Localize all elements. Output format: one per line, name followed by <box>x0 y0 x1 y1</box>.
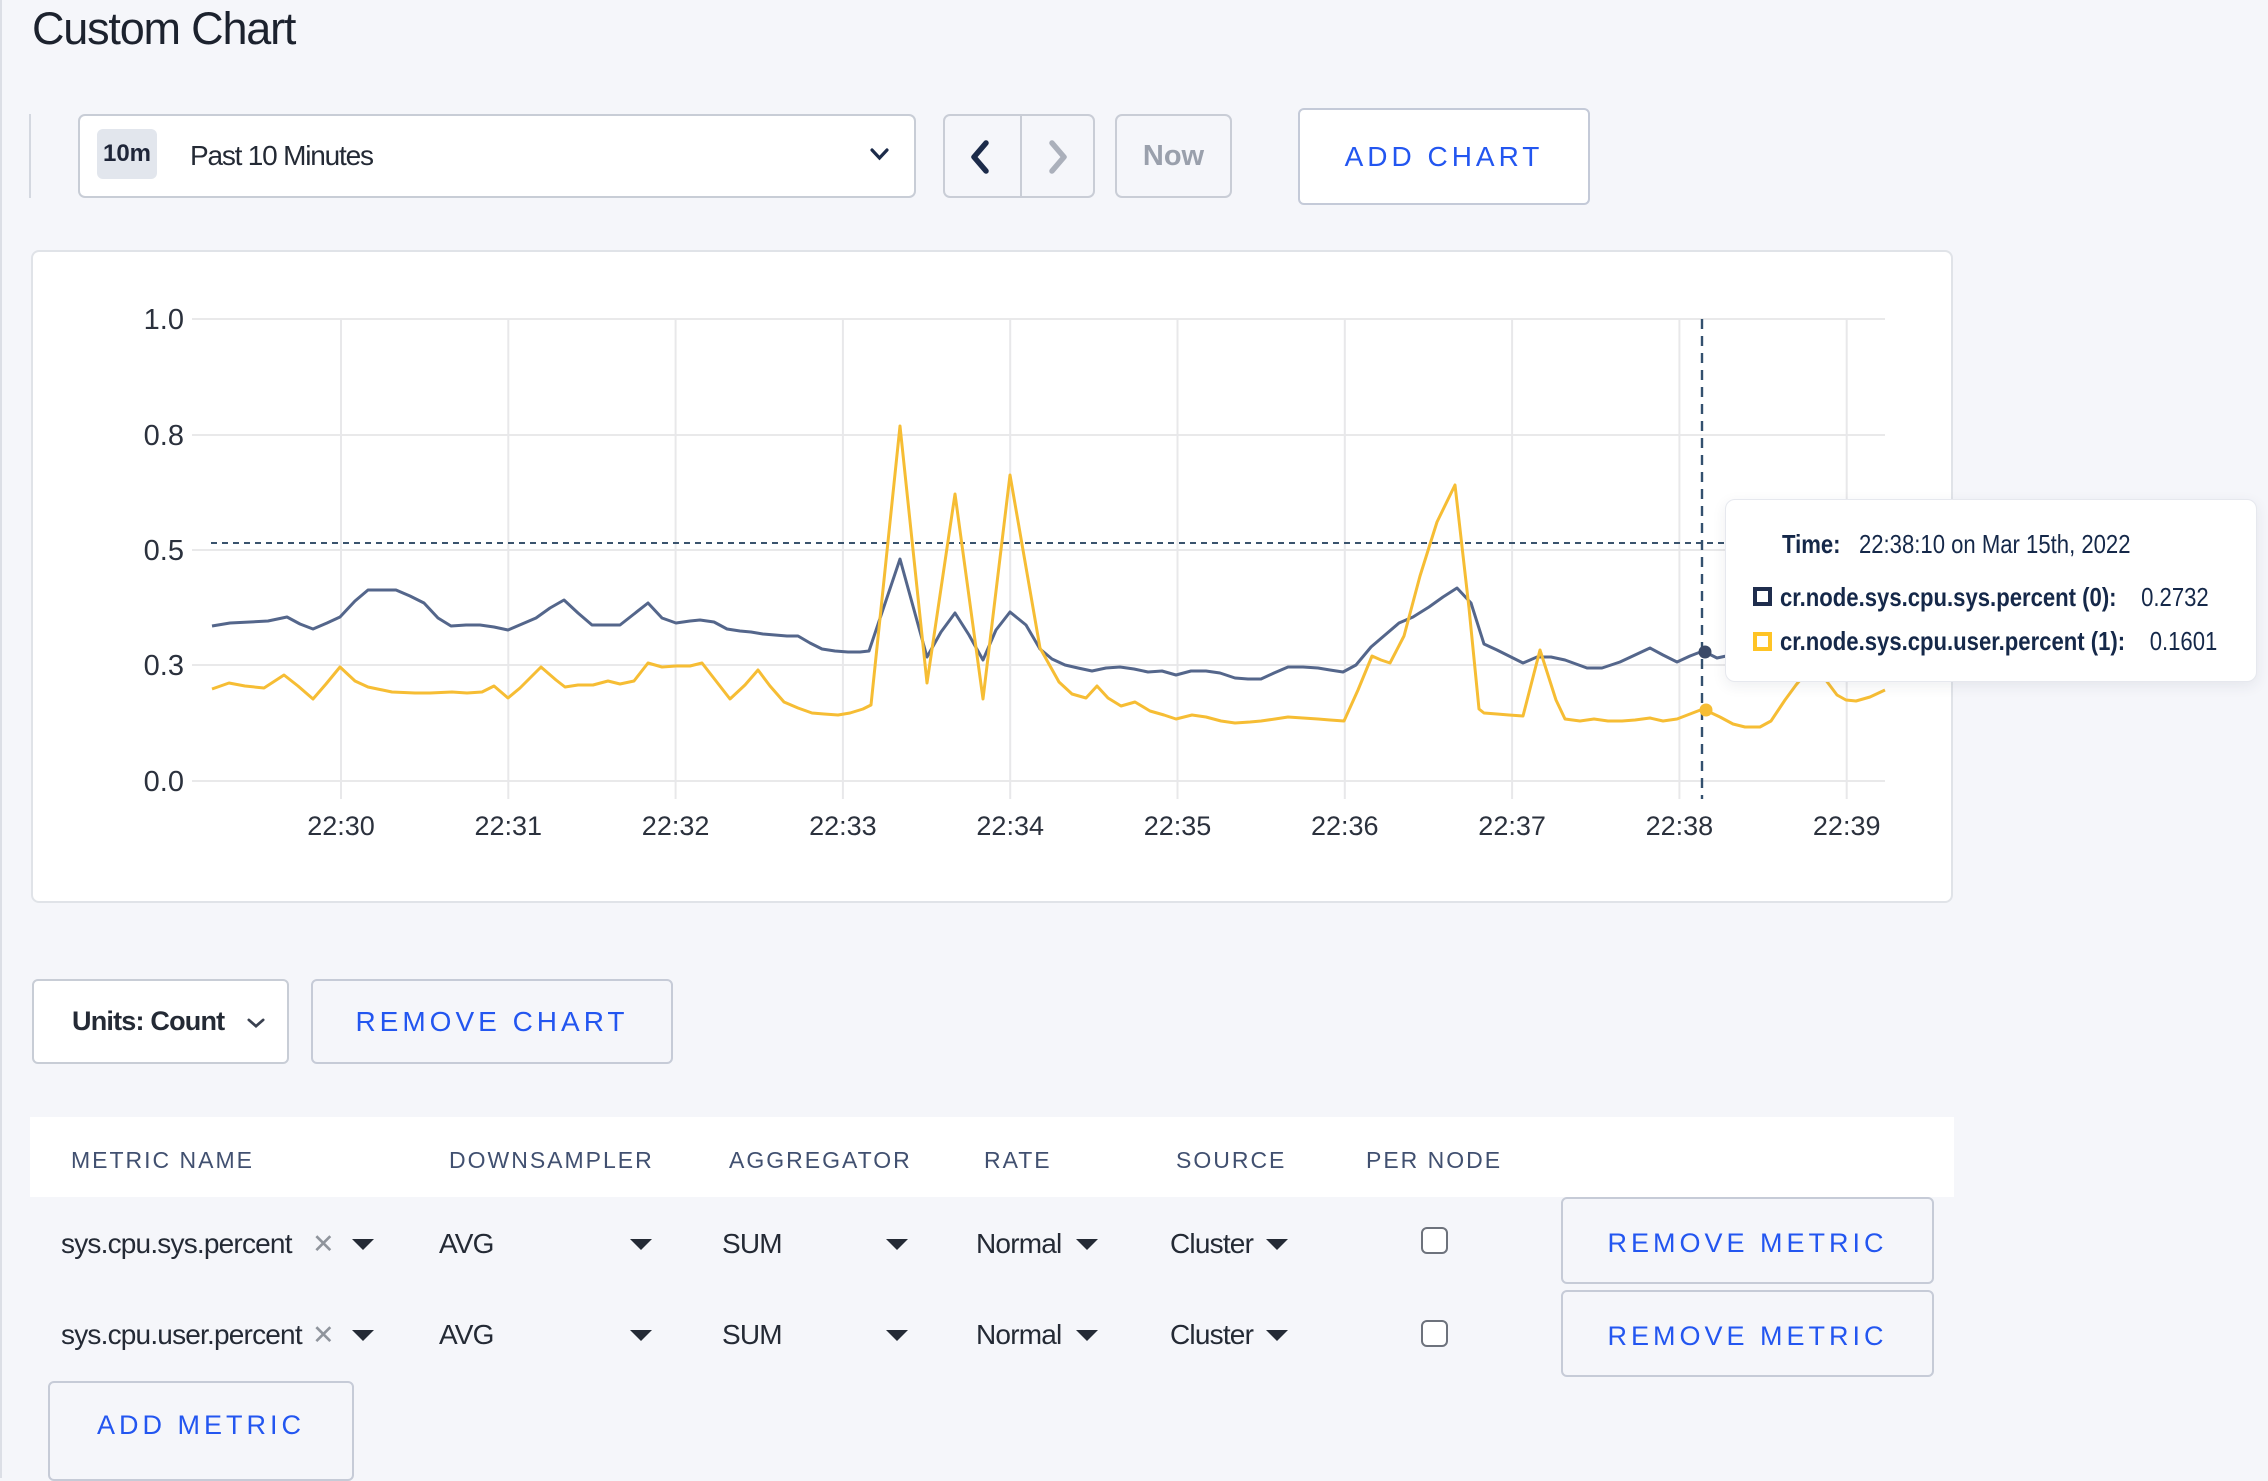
svg-text:22:39: 22:39 <box>1813 811 1881 841</box>
svg-text:0.0: 0.0 <box>144 766 184 798</box>
svg-text:22:35: 22:35 <box>1144 811 1212 841</box>
svg-text:22:38: 22:38 <box>1646 811 1714 841</box>
svg-text:1.0: 1.0 <box>144 304 184 336</box>
svg-text:0.8: 0.8 <box>144 420 184 452</box>
svg-text:22:37: 22:37 <box>1478 811 1546 841</box>
svg-text:22:31: 22:31 <box>475 811 543 841</box>
svg-text:22:30: 22:30 <box>307 811 375 841</box>
svg-text:22:36: 22:36 <box>1311 811 1379 841</box>
svg-text:0.3: 0.3 <box>144 650 184 682</box>
svg-text:22:34: 22:34 <box>976 811 1044 841</box>
svg-text:22:33: 22:33 <box>809 811 877 841</box>
svg-text:0.5: 0.5 <box>144 535 184 567</box>
svg-text:22:32: 22:32 <box>642 811 710 841</box>
